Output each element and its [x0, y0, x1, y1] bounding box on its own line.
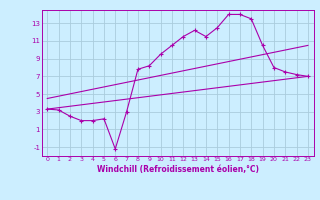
- X-axis label: Windchill (Refroidissement éolien,°C): Windchill (Refroidissement éolien,°C): [97, 165, 259, 174]
